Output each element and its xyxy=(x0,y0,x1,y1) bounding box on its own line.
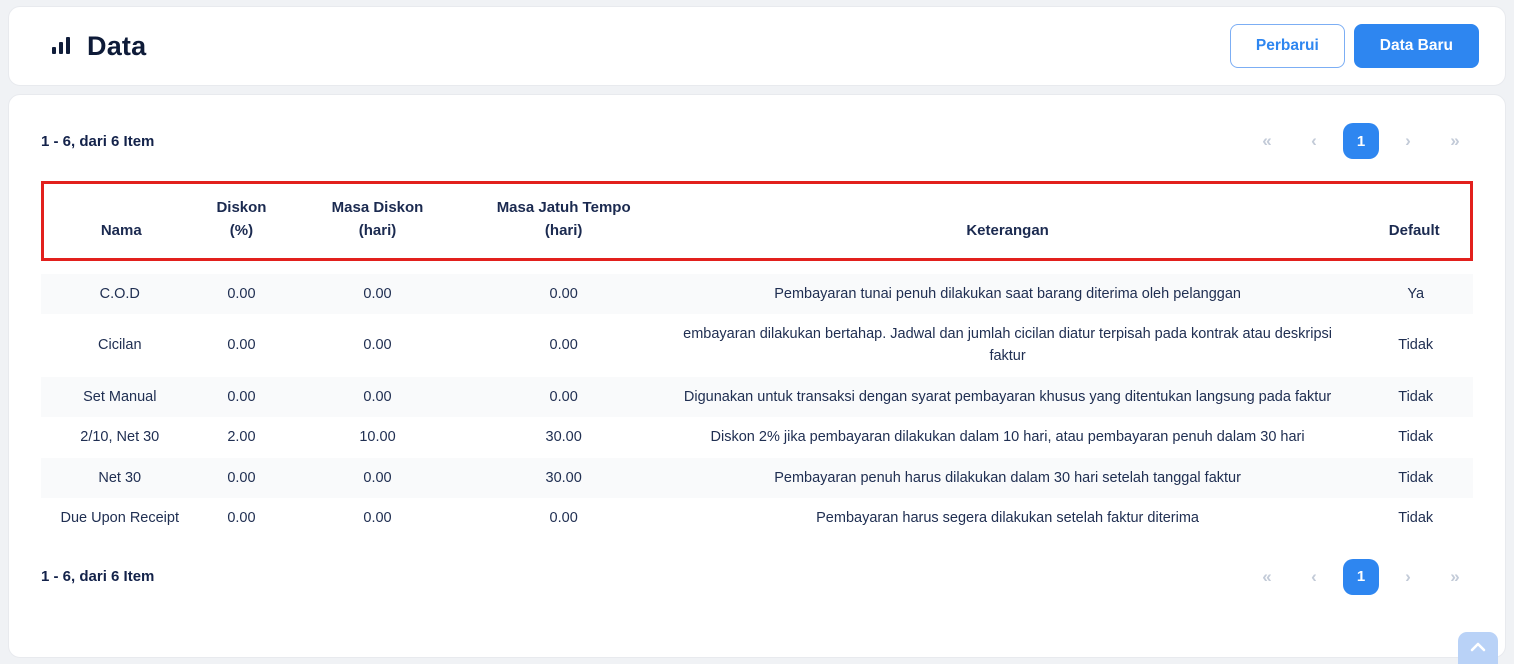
table-row[interactable]: 2/10, Net 30 2.00 10.00 30.00 Diskon 2% … xyxy=(41,417,1473,457)
cell-diskon: 0.00 xyxy=(227,510,256,527)
cell-default: Tidak xyxy=(1398,429,1434,446)
pagination-next-button[interactable]: › xyxy=(1405,131,1411,150)
column-header-diskon: Diskon (%) xyxy=(198,181,285,261)
pagination-last-button[interactable]: » xyxy=(1450,131,1460,150)
cell-keterangan: Pembayaran penuh harus dilakukan dalam 3… xyxy=(656,457,1359,499)
table-row[interactable]: Set Manual 0.00 0.00 0.00 Digunakan untu… xyxy=(41,376,1473,418)
cell-masa-diskon: 10.00 xyxy=(359,429,396,446)
column-header-label: Default xyxy=(1388,222,1440,240)
cell-keterangan: Pembayaran tunai penuh dilakukan saat ba… xyxy=(656,273,1359,314)
item-count-summary-top: 1 - 6, dari 6 Item xyxy=(41,132,155,150)
chevron-up-icon xyxy=(1469,641,1487,656)
cell-keterangan: Pembayaran harus segera dilakukan setela… xyxy=(816,510,1199,527)
bar-chart-icon xyxy=(49,35,73,57)
cell-default: Tidak xyxy=(1358,376,1473,418)
page-title: Data xyxy=(87,30,147,61)
scroll-to-top-button[interactable] xyxy=(1458,632,1498,664)
pagination-page-1-button[interactable]: 1 xyxy=(1343,123,1379,159)
table-header-row-annotated: Nama Diskon (%) Masa Diskon (hari) Masa … xyxy=(41,181,1473,261)
table-row[interactable]: C.O.D 0.00 0.00 0.00 Pembayaran tunai pe… xyxy=(41,273,1473,314)
column-header-default: Default xyxy=(1358,181,1473,261)
cell-masa-jatuh-tempo: 0.00 xyxy=(470,376,657,418)
cell-nama: Due Upon Receipt xyxy=(60,510,180,527)
list-toolbar-bottom: 1 - 6, dari 6 Item « ‹ 1 › » xyxy=(41,558,1473,595)
cell-keterangan: Diskon 2% jika pembayaran dilakukan dala… xyxy=(710,429,1305,446)
pagination-first-button[interactable]: « xyxy=(1262,131,1272,150)
refresh-button[interactable]: Perbarui xyxy=(1229,24,1345,68)
column-header-label: Keterangan xyxy=(966,222,1049,240)
cell-masa-jatuh-tempo: 0.00 xyxy=(470,273,657,314)
cell-default: Tidak xyxy=(1398,337,1434,354)
cell-diskon: 0.00 xyxy=(198,376,285,418)
column-header-nama: Nama xyxy=(41,181,199,261)
header-actions: Perbarui Data Baru xyxy=(1229,24,1479,68)
column-header-masa-diskon: Masa Diskon (hari) xyxy=(284,181,471,261)
column-header-sub: (%) xyxy=(229,222,254,240)
cell-nama: Cicilan xyxy=(98,337,142,354)
cell-masa-diskon: 0.00 xyxy=(363,510,392,527)
column-header-label: Masa Diskon xyxy=(331,199,424,216)
table-row[interactable]: Due Upon Receipt 0.00 0.00 0.00 Pembayar… xyxy=(41,498,1473,538)
cell-masa-diskon: 0.00 xyxy=(284,457,471,499)
column-header-label: Masa Jatuh Tempo xyxy=(496,199,631,216)
new-data-button[interactable]: Data Baru xyxy=(1353,24,1479,68)
list-toolbar-top: 1 - 6, dari 6 Item « ‹ 1 › » xyxy=(41,123,1473,159)
cell-nama: 2/10, Net 30 xyxy=(80,429,160,446)
pagination-page-1-button[interactable]: 1 xyxy=(1343,558,1379,595)
cell-nama: C.O.D xyxy=(41,273,199,314)
cell-masa-jatuh-tempo: 0.00 xyxy=(549,337,578,354)
cell-nama: Net 30 xyxy=(41,457,199,499)
cell-masa-jatuh-tempo: 0.00 xyxy=(549,510,578,527)
cell-keterangan: Digunakan untuk transaksi dengan syarat … xyxy=(656,376,1359,418)
cell-masa-jatuh-tempo: 30.00 xyxy=(470,457,657,499)
column-header-keterangan: Keterangan xyxy=(656,181,1359,261)
pagination-next-button[interactable]: › xyxy=(1405,566,1411,586)
cell-default: Tidak xyxy=(1398,510,1434,527)
table-row[interactable]: Cicilan 0.00 0.00 0.00 embayaran dilakuk… xyxy=(41,314,1473,377)
cell-diskon: 0.00 xyxy=(198,273,285,314)
header-bar: Data Perbarui Data Baru xyxy=(8,6,1506,86)
cell-diskon: 2.00 xyxy=(227,429,256,446)
column-header-label: Nama xyxy=(100,222,142,240)
column-header-sub: (hari) xyxy=(544,222,583,240)
data-table: Nama Diskon (%) Masa Diskon (hari) Masa … xyxy=(41,181,1473,539)
pagination-first-button[interactable]: « xyxy=(1262,566,1272,586)
cell-diskon: 0.00 xyxy=(198,457,285,499)
pagination-bottom: « ‹ 1 › » xyxy=(1249,558,1473,595)
column-header-masa-jatuh-tempo: Masa Jatuh Tempo (hari) xyxy=(470,181,657,261)
cell-default: Tidak xyxy=(1358,457,1473,499)
data-card: 1 - 6, dari 6 Item « ‹ 1 › » Nama Diskon… xyxy=(8,94,1506,658)
page-title-group: Data xyxy=(49,31,146,62)
pagination-last-button[interactable]: » xyxy=(1450,566,1460,586)
cell-masa-diskon: 0.00 xyxy=(363,337,392,354)
table-row[interactable]: Net 30 0.00 0.00 30.00 Pembayaran penuh … xyxy=(41,457,1473,499)
cell-keterangan: embayaran dilakukan bertahap. Jadwal dan… xyxy=(683,325,1332,365)
cell-nama: Set Manual xyxy=(41,376,199,418)
item-count-summary-bottom: 1 - 6, dari 6 Item xyxy=(41,568,155,586)
pagination-top: « ‹ 1 › » xyxy=(1249,123,1473,159)
column-header-label: Diskon xyxy=(216,199,267,216)
cell-masa-diskon: 0.00 xyxy=(284,376,471,418)
cell-masa-diskon: 0.00 xyxy=(284,273,471,314)
header-spacer xyxy=(41,260,1473,274)
cell-masa-jatuh-tempo: 30.00 xyxy=(545,429,582,446)
pagination-prev-button[interactable]: ‹ xyxy=(1311,131,1317,150)
column-header-sub: (hari) xyxy=(358,222,397,240)
pagination-prev-button[interactable]: ‹ xyxy=(1311,566,1317,586)
cell-default: Ya xyxy=(1358,273,1473,314)
cell-diskon: 0.00 xyxy=(227,337,256,354)
